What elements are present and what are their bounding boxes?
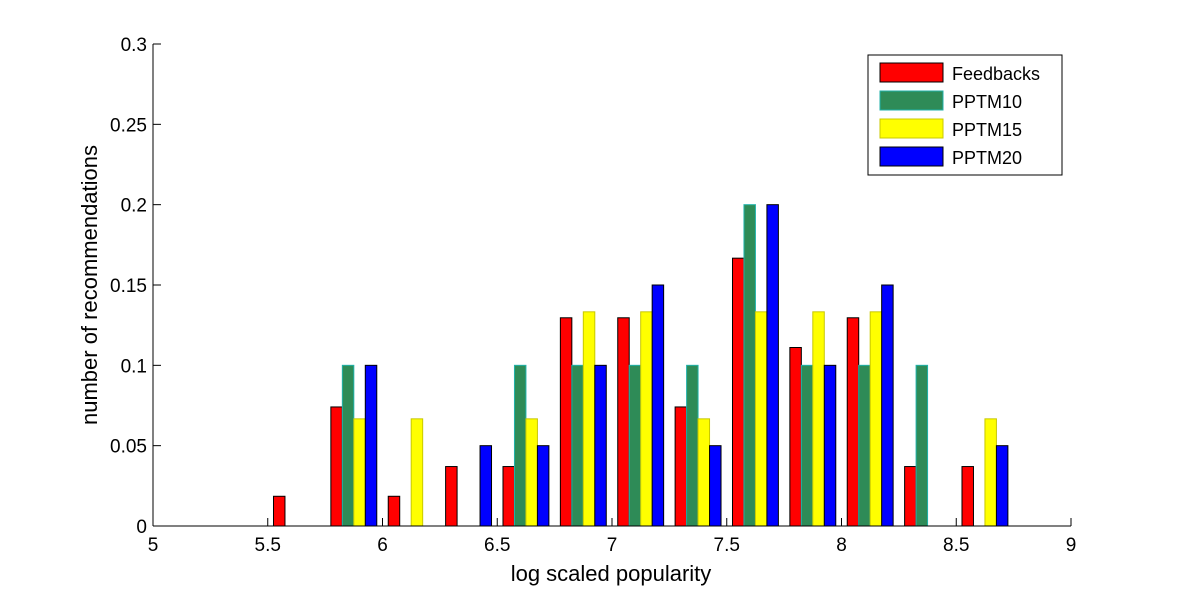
- bar-pptm10-10: [743, 204, 756, 527]
- legend-swatch-pptm20: [879, 146, 944, 167]
- x-tick-label: 7.5: [714, 535, 740, 556]
- x-axis-label: log scaled popularity: [511, 561, 712, 586]
- bar-pptm15-7: [582, 311, 596, 527]
- bar-feedbacks-12: [846, 317, 860, 527]
- legend-label-pptm20: PPTM20: [952, 148, 1022, 168]
- bar-feedbacks-8: [617, 317, 630, 527]
- bar-pptm15-4: [410, 418, 424, 527]
- y-axis-label: number of recommendations: [77, 145, 102, 425]
- bar-feedbacks-10: [731, 257, 745, 527]
- bar-pptm20-7: [594, 364, 607, 527]
- x-tick-label: 5: [148, 535, 159, 556]
- bar-pptm15-11: [812, 311, 825, 527]
- bar-feedbacks-2: [272, 495, 286, 527]
- bar-pptm20-14: [995, 445, 1009, 527]
- bar-pptm15-3: [353, 418, 366, 527]
- axes-group: 5 5.5 6 6.5 7 7.5 8 8.5 9 0 0.05 0.1 0.15 0.2 0.25 0.3: [110, 35, 1076, 556]
- x-tick-label: 8: [836, 535, 847, 556]
- legend-label-pptm10: PPTM10: [952, 92, 1022, 112]
- bar-pptm15-6: [525, 418, 538, 527]
- bar-pptm15-14: [984, 418, 997, 527]
- y-tick-label: 0.05: [110, 437, 147, 458]
- bar-pptm15-10: [754, 311, 768, 527]
- bar-pptm15-12: [869, 311, 883, 527]
- bar-pptm20-10: [766, 204, 779, 527]
- legend: Feedbacks PPTM10 PPTM15 PPTM20: [867, 54, 1063, 176]
- x-tick-label: 6: [377, 535, 388, 556]
- bar-pptm10-7: [571, 364, 584, 527]
- bar-feedbacks-9: [674, 406, 688, 527]
- bar-pptm10-12: [858, 364, 871, 527]
- y-tick-label: 0.3: [121, 35, 147, 56]
- bar-pptm20-9: [709, 445, 722, 527]
- bar-pptm20-3: [364, 364, 378, 527]
- x-tick-label: 5.5: [255, 535, 281, 556]
- bar-feedbacks-4: [387, 495, 401, 527]
- y-tick-label: 0.2: [121, 196, 147, 217]
- x-tick-label: 7: [607, 535, 618, 556]
- bar-pptm20-11: [823, 364, 837, 527]
- bar-pptm10-6: [513, 364, 527, 527]
- x-tick-label: 9: [1066, 535, 1077, 556]
- legend-label-pptm15: PPTM15: [952, 120, 1022, 140]
- legend-swatch-pptm10: [879, 90, 944, 111]
- legend-label-feedbacks: Feedbacks: [952, 64, 1040, 84]
- bar-feedbacks-14: [961, 466, 974, 527]
- legend-swatch-pptm15: [879, 118, 944, 139]
- bar-feedbacks-11: [789, 347, 802, 527]
- bar-feedbacks-3: [330, 406, 343, 527]
- bar-pptm10-11: [800, 364, 814, 527]
- legend-swatch-feedbacks: [879, 62, 944, 83]
- bar-pptm10-3: [341, 364, 355, 527]
- x-tick-label: 6.5: [484, 535, 510, 556]
- bars-group: [272, 204, 1009, 527]
- bar-pptm20-6: [536, 445, 550, 527]
- y-tick-label: 0.25: [110, 115, 147, 136]
- bar-pptm20-5: [479, 445, 493, 527]
- y-tick-label: 0.1: [121, 356, 147, 377]
- bar-feedbacks-13: [904, 466, 917, 527]
- bar-pptm15-8: [640, 311, 653, 527]
- bar-feedbacks-5: [445, 466, 458, 527]
- bar-pptm20-12: [881, 284, 894, 527]
- bar-pptm10-13: [915, 364, 929, 527]
- y-tick-label: 0: [136, 517, 147, 538]
- bar-feedbacks-7: [559, 317, 573, 527]
- bar-feedbacks-6: [502, 466, 515, 527]
- x-tick-label: 8.5: [943, 535, 969, 556]
- y-tick-label: 0.15: [110, 276, 147, 297]
- bar-pptm15-9: [697, 418, 711, 527]
- bar-pptm10-9: [686, 364, 699, 527]
- bar-pptm10-8: [628, 364, 642, 527]
- bar-pptm20-8: [651, 284, 665, 527]
